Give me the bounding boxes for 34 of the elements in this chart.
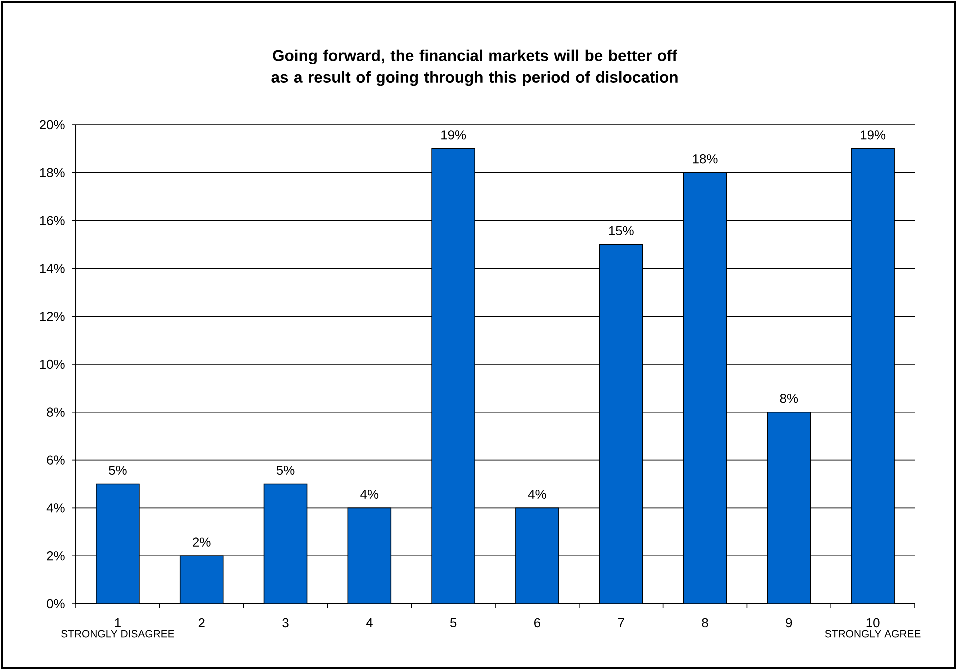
y-tick-label: 4% [46, 504, 65, 513]
data-label: 8% [780, 394, 798, 404]
y-tick-label: 6% [47, 456, 65, 465]
y-tick-label: 0% [47, 599, 65, 609]
x-tick-label: 4 [366, 618, 373, 628]
x-tick-label: 8 [702, 618, 708, 628]
text: STRONGLY DISAGREE [62, 630, 174, 638]
chart-title: Going forward, the financial markets will be better off as a result of going through this period of dislocation [272, 50, 678, 86]
y-tick-label: 14% [40, 264, 65, 274]
data-label: 5% [109, 466, 127, 476]
data-label: 4% [360, 490, 379, 500]
data-label: 19% [442, 130, 466, 140]
y-tick-label: 2% [47, 552, 65, 561]
x-tick-label: 2 [198, 618, 205, 628]
x-tick-label: 7 [618, 618, 624, 628]
x-tick-label: 6 [534, 618, 540, 628]
y-tick-label: 18% [40, 168, 65, 178]
data-label: 15% [609, 226, 634, 236]
x-tick-label: 5 [450, 618, 457, 628]
data-label: 5% [276, 466, 295, 476]
text: STRONGLY AGREE [825, 630, 921, 638]
data-label: 2% [193, 538, 211, 547]
data-label: 19% [861, 130, 886, 140]
y-tick-label: 10% [40, 360, 65, 370]
x-tick-label: 9 [786, 618, 792, 628]
y-tick-label: 12% [40, 312, 65, 322]
x-tick-label: 10 [866, 618, 880, 628]
y-tick-label: 20% [40, 120, 65, 130]
y-tick-label: 16% [40, 216, 65, 226]
data-label: 4% [528, 490, 546, 500]
x-tick-label: 3 [282, 618, 289, 628]
x-tick-label: 1 [115, 618, 121, 628]
y-tick-label: 8% [47, 408, 65, 417]
data-label: 18% [693, 154, 718, 164]
